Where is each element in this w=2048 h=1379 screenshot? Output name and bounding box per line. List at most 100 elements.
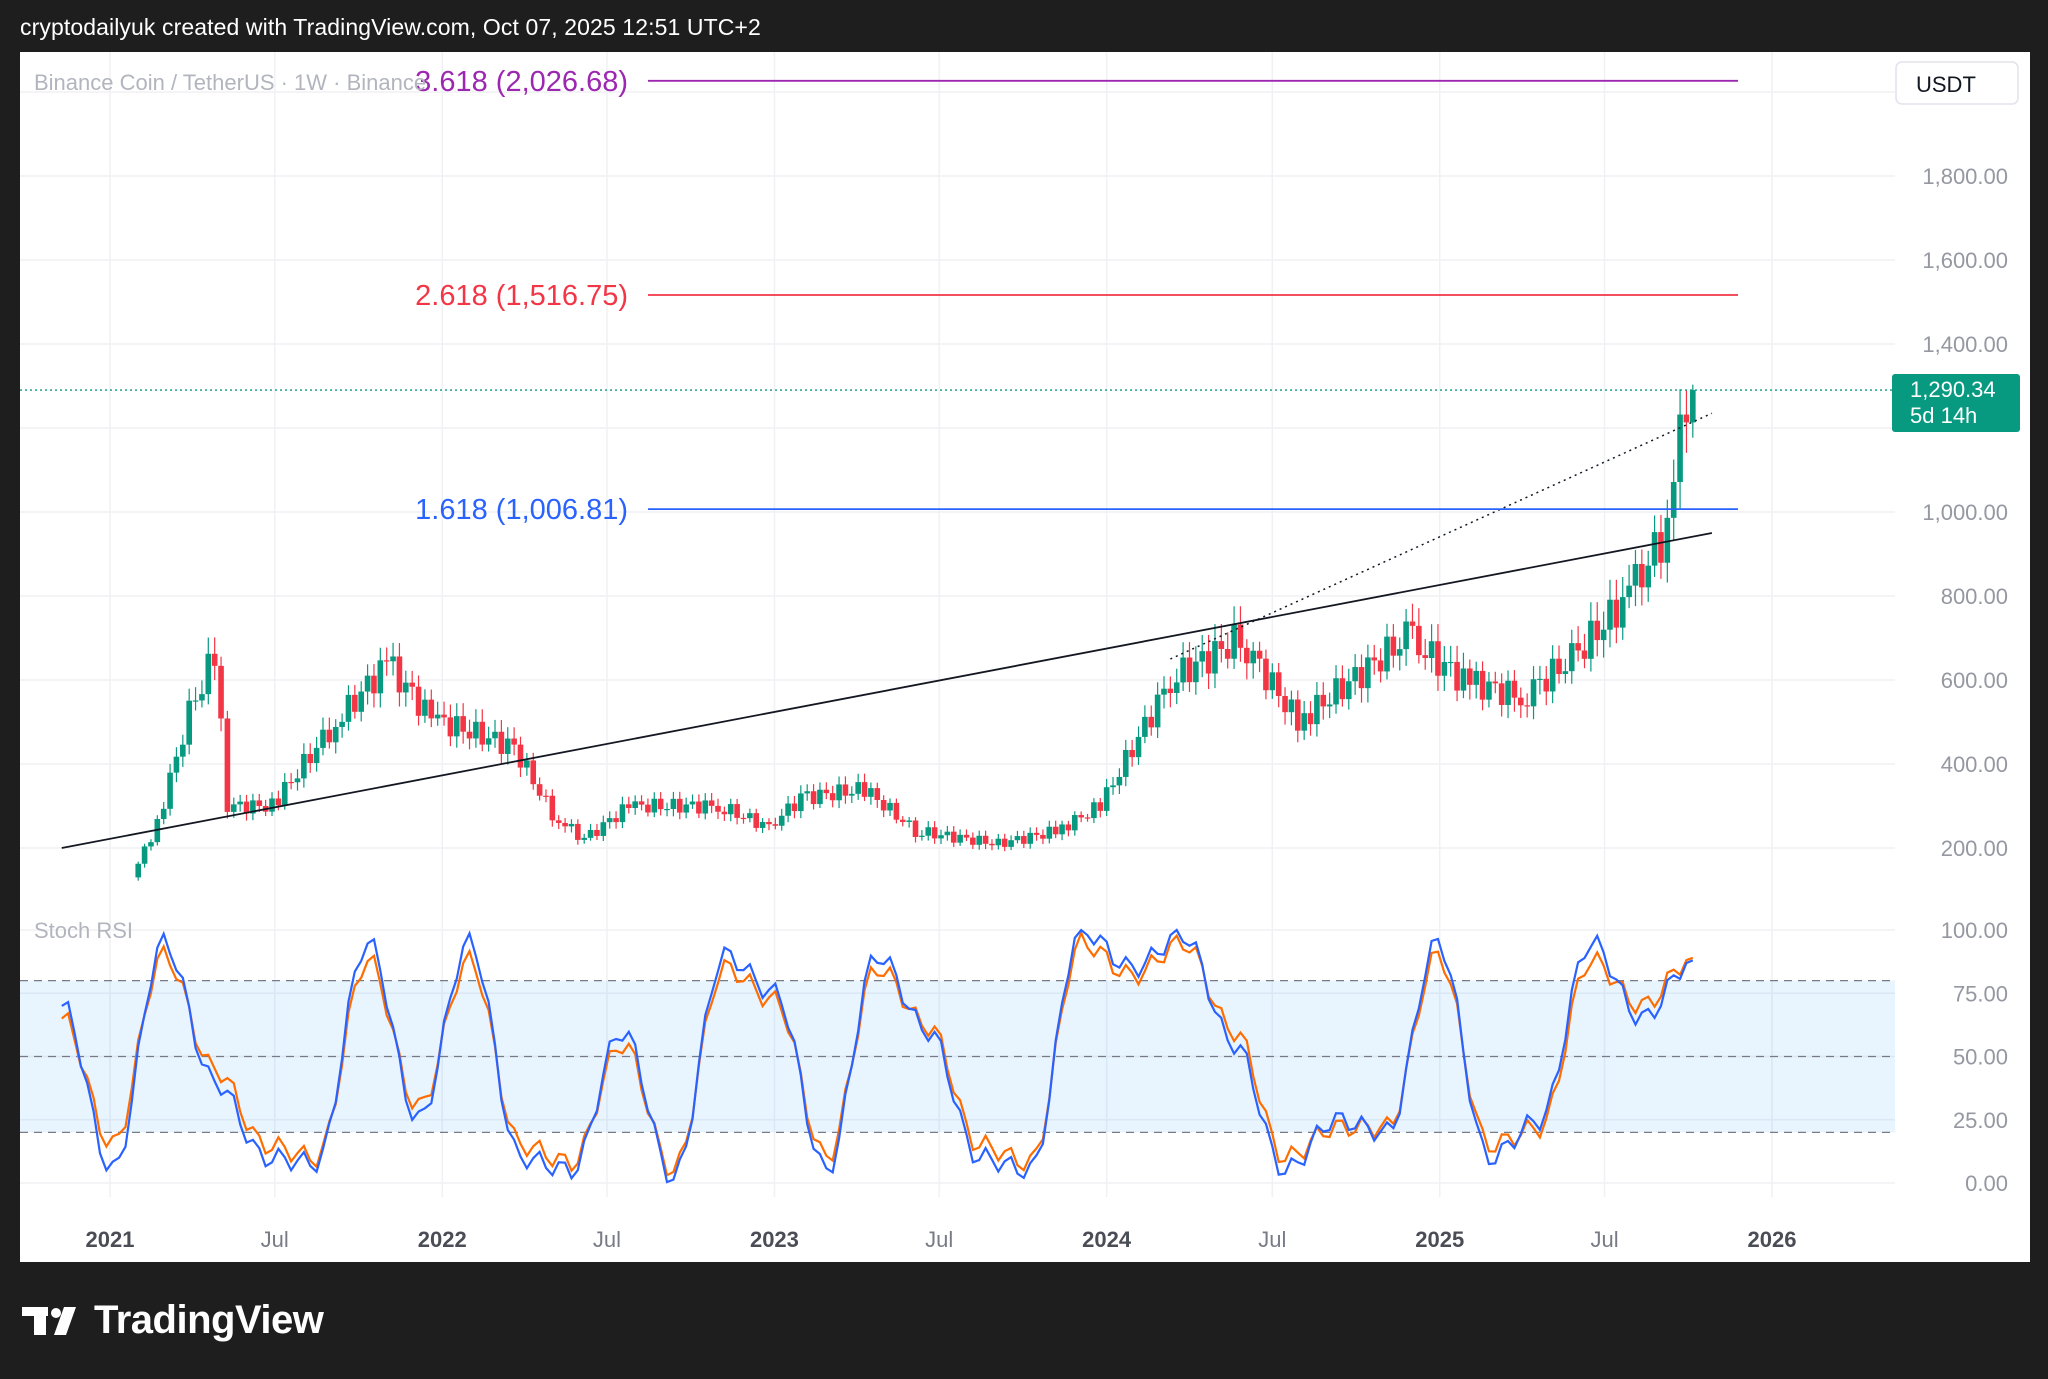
- candle-body: [938, 835, 944, 839]
- candle-body: [1517, 697, 1524, 706]
- candle-down: [1244, 639, 1250, 680]
- candle-body: [230, 804, 237, 812]
- candle-body: [619, 804, 626, 823]
- candle-up: [332, 719, 339, 754]
- candle-down: [383, 647, 390, 676]
- candle-up: [651, 792, 658, 818]
- currency-button[interactable]: USDT: [1895, 61, 2019, 105]
- candle-down: [676, 791, 683, 820]
- candle-down: [638, 795, 645, 811]
- candle-body: [281, 781, 288, 806]
- candle-body: [1122, 749, 1129, 777]
- candle-up: [1473, 661, 1479, 699]
- last-price-badge-bg: [1892, 374, 2020, 433]
- candle-down: [708, 793, 715, 814]
- candle-up: [135, 861, 142, 881]
- candle-body: [696, 801, 702, 814]
- candle-down: [1033, 827, 1040, 841]
- candle-body: [288, 781, 294, 784]
- candle-body: [390, 656, 396, 662]
- candle-body: [861, 782, 868, 797]
- candle-body: [307, 753, 314, 764]
- candle-body: [1288, 699, 1295, 713]
- candle-up: [1314, 682, 1320, 737]
- time-axis-tick: Jul: [925, 1227, 953, 1252]
- candle-up: [600, 815, 607, 842]
- candle-up: [1651, 515, 1658, 577]
- candle-down: [766, 818, 772, 831]
- candle-down: [1263, 649, 1269, 700]
- candle-body: [332, 726, 339, 743]
- candle-down: [696, 794, 702, 819]
- candle-body: [148, 842, 154, 847]
- candle-body: [358, 691, 365, 712]
- candle-body: [1568, 643, 1575, 672]
- candle-down: [409, 670, 415, 701]
- candle-body: [485, 738, 492, 745]
- candle-body: [1454, 661, 1460, 691]
- candle-up: [485, 726, 492, 752]
- candle-down: [1454, 645, 1460, 702]
- candle-down: [1511, 670, 1518, 712]
- candle-up: [1173, 668, 1180, 705]
- candle-body: [594, 829, 600, 836]
- candle-body: [1664, 517, 1671, 563]
- candle-up: [1632, 549, 1639, 607]
- candle-body: [759, 822, 766, 828]
- candle-body: [1486, 681, 1492, 700]
- price-chart-svg[interactable]: 3.618 (2,026.68) 2.618 (1,516.75) 1.618 (1…: [20, 52, 2030, 1262]
- candle-down: [970, 832, 976, 850]
- candle-body: [1575, 643, 1581, 651]
- candle-body: [403, 682, 409, 693]
- candle-body: [320, 729, 326, 748]
- candle-body: [664, 808, 670, 811]
- candle-down: [1275, 662, 1282, 708]
- candle-up: [358, 681, 365, 722]
- price-axis-tick: 600.00: [1941, 668, 2008, 693]
- candle-up: [1199, 635, 1206, 678]
- candle-body: [970, 837, 976, 845]
- candle-body: [1237, 624, 1244, 648]
- candle-body: [313, 747, 320, 764]
- candle-down: [963, 829, 970, 842]
- candle-body: [893, 802, 900, 820]
- candle-body: [1683, 414, 1690, 423]
- candle-down: [1492, 671, 1499, 694]
- candle-up: [683, 797, 689, 819]
- chart-panel[interactable]: 3.618 (2,026.68) 2.618 (1,516.75) 1.618 (1…: [20, 52, 2030, 1262]
- candle-body: [1352, 667, 1358, 682]
- candle-up: [403, 670, 409, 707]
- candle-up: [173, 747, 180, 783]
- candle-body: [1447, 661, 1454, 664]
- candle-down: [1224, 632, 1231, 669]
- candle-up: [670, 791, 677, 817]
- candle-body: [1416, 625, 1422, 656]
- footer-brand: TradingView: [94, 1298, 324, 1342]
- candle-down: [218, 656, 224, 732]
- candle-body: [676, 798, 683, 813]
- candle-up: [944, 825, 951, 841]
- candle-down: [517, 736, 524, 777]
- candle-up: [1180, 642, 1186, 691]
- candle-down: [288, 773, 294, 790]
- candle-up: [364, 664, 371, 705]
- candle-body: [199, 694, 205, 701]
- candle-body: [1690, 390, 1696, 423]
- price-axis-tick: 1,600.00: [1922, 248, 2008, 273]
- candle-down: [740, 813, 747, 824]
- candle-body: [1396, 649, 1403, 656]
- candle-up: [422, 689, 428, 723]
- candle-body: [785, 803, 791, 816]
- candle-body: [1021, 836, 1027, 844]
- candle-body: [1428, 641, 1435, 659]
- candle-down: [1422, 639, 1429, 670]
- candle-body: [492, 731, 498, 739]
- candle-body: [1320, 694, 1327, 707]
- candle-body: [995, 838, 1002, 846]
- candle-body: [1263, 658, 1269, 691]
- candle-body: [498, 731, 505, 754]
- candle-body: [1314, 694, 1320, 725]
- candle-body: [1103, 787, 1110, 811]
- candle-body: [1046, 826, 1053, 839]
- candle-body: [817, 789, 823, 805]
